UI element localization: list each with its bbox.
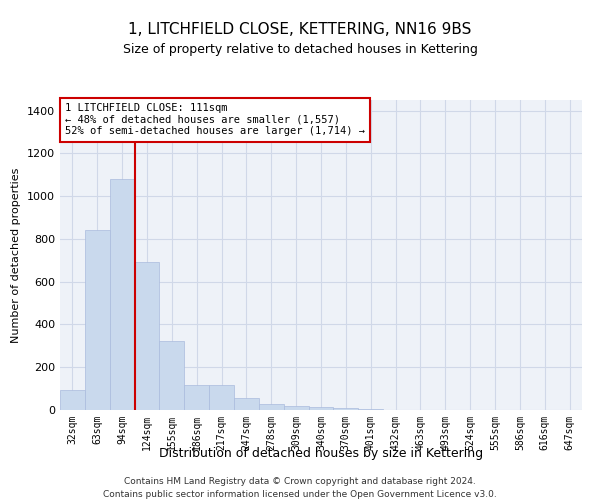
Bar [184,386,209,410]
Bar [259,404,284,410]
Text: Contains public sector information licensed under the Open Government Licence v3: Contains public sector information licen… [103,490,497,499]
Text: 1 LITCHFIELD CLOSE: 111sqm
← 48% of detached houses are smaller (1,557)
52% of s: 1 LITCHFIELD CLOSE: 111sqm ← 48% of deta… [65,103,365,136]
Bar [284,406,308,410]
Bar [209,386,234,410]
Bar [134,262,160,410]
Bar [110,179,134,410]
Text: 1, LITCHFIELD CLOSE, KETTERING, NN16 9BS: 1, LITCHFIELD CLOSE, KETTERING, NN16 9BS [128,22,472,38]
Text: Distribution of detached houses by size in Kettering: Distribution of detached houses by size … [159,448,483,460]
Text: Contains HM Land Registry data © Crown copyright and database right 2024.: Contains HM Land Registry data © Crown c… [124,478,476,486]
Bar [160,340,184,410]
Y-axis label: Number of detached properties: Number of detached properties [11,168,22,342]
Text: Size of property relative to detached houses in Kettering: Size of property relative to detached ho… [122,42,478,56]
Bar [85,230,110,410]
Bar [60,390,85,410]
Bar [308,407,334,410]
Bar [358,409,383,410]
Bar [234,398,259,410]
Bar [334,408,358,410]
